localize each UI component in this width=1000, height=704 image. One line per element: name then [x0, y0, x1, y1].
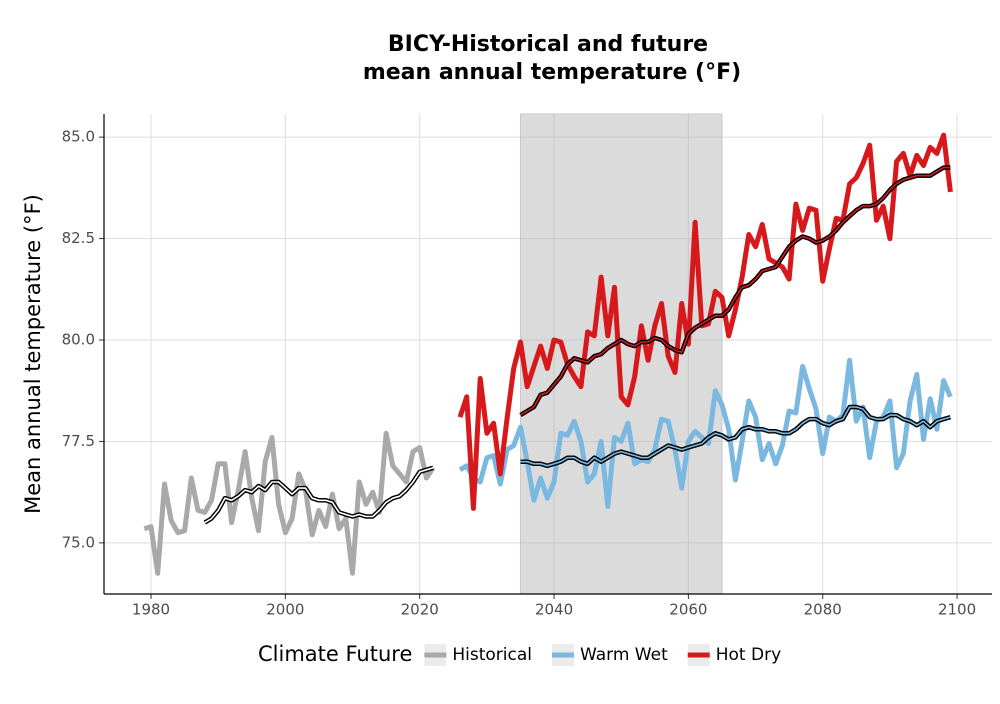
x-tick-label: 2100: [938, 601, 976, 619]
y-tick-label: 85.0: [62, 128, 95, 146]
legend-label: Warm Wet: [580, 645, 668, 665]
y-tick-label: 75.0: [62, 533, 95, 551]
legend-label: Historical: [452, 645, 532, 665]
y-axis-title: Mean annual temperature (°F): [21, 194, 45, 514]
x-tick-label: 2060: [669, 601, 707, 619]
x-tick-label: 2000: [266, 601, 304, 619]
y-tick-label: 77.5: [62, 432, 95, 450]
smooth-line: [520, 166, 951, 416]
shaded-period: [519, 113, 723, 595]
x-tick-label: 1980: [132, 601, 170, 619]
x-tick-label: 2080: [804, 601, 842, 619]
smooth-line: [520, 406, 951, 467]
smooth-line: [204, 467, 434, 524]
y-tick-label: 82.5: [62, 229, 95, 247]
legend-title: Climate Future: [258, 642, 412, 666]
x-tick-label: 2020: [401, 601, 439, 619]
x-tick-label: 2040: [535, 601, 573, 619]
series-line: [457, 132, 953, 511]
chart-title: mean annual temperature (°F): [363, 60, 741, 85]
series-line: [143, 430, 436, 576]
legend-label: Hot Dry: [716, 645, 781, 665]
y-tick-label: 80.0: [62, 331, 95, 349]
chart-title: BICY-Historical and future: [388, 32, 708, 57]
